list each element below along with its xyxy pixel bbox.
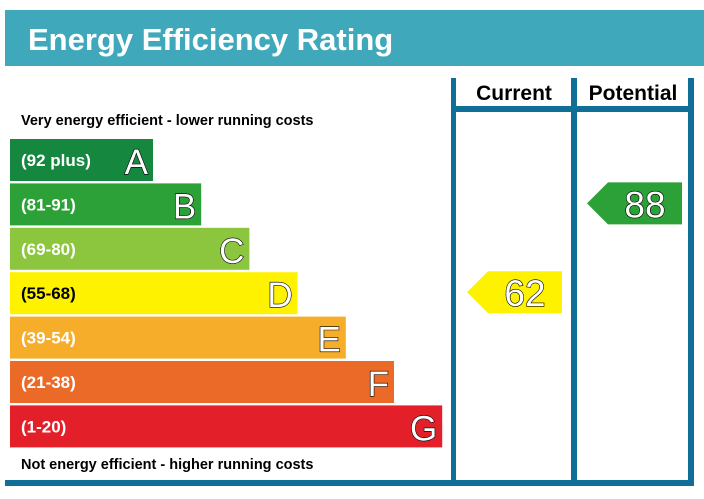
- chart-title: Energy Efficiency Rating: [28, 22, 393, 57]
- band-a: (92 plus) A: [10, 139, 153, 183]
- band-c: (69-80) C: [10, 227, 250, 271]
- band-range: (81-91): [21, 195, 76, 214]
- band-bar: [10, 361, 394, 403]
- band-letter: B: [173, 187, 196, 226]
- frame-line-right: [688, 78, 694, 482]
- band-range: (39-54): [21, 329, 76, 348]
- rating-value: 88: [624, 184, 665, 225]
- bottom-note: Not energy efficient - higher running co…: [21, 457, 313, 473]
- arrow-shape: [467, 271, 562, 314]
- band-bar: [10, 227, 250, 270]
- band-letter: F: [368, 365, 389, 404]
- band-b: (81-91) B: [10, 183, 202, 227]
- band-letter: G: [410, 409, 437, 448]
- band-d: (55-68) D: [10, 272, 298, 316]
- band-bar: [10, 183, 202, 226]
- rating-bands: (92 plus) A(81-91) B(69-80) C(55-68) D(39-54…: [10, 139, 443, 449]
- column-header-current: Current: [476, 82, 552, 105]
- title-bar: [5, 10, 704, 66]
- band-range: (21-38): [21, 373, 76, 392]
- bottom-line: [5, 480, 694, 486]
- rating-columns-frame: [5, 78, 694, 486]
- band-bar: [10, 139, 153, 181]
- header-underline: [451, 106, 694, 112]
- frame-line-middle: [571, 78, 577, 482]
- band-letter: D: [267, 276, 292, 315]
- band-letter: C: [219, 232, 244, 271]
- band-bar: [10, 316, 346, 359]
- band-e: (39-54) E: [10, 316, 346, 360]
- band-letter: A: [125, 143, 149, 182]
- band-range: (1-20): [21, 417, 66, 436]
- rating-value: 62: [504, 273, 545, 314]
- column-header-potential: Potential: [589, 82, 678, 105]
- arrow-shape: [587, 182, 682, 225]
- band-bar: [10, 272, 298, 315]
- band-range: (92 plus): [21, 151, 91, 170]
- band-range: (69-80): [21, 240, 76, 259]
- rating-arrow-potential: 88: [587, 182, 682, 226]
- band-bar: [10, 405, 443, 448]
- band-f: (21-38) F: [10, 361, 394, 405]
- top-note: Very energy efficient - lower running co…: [21, 113, 314, 129]
- rating-arrows: 62 88: [467, 182, 682, 315]
- band-range: (55-68): [21, 284, 76, 303]
- rating-arrow-current: 62: [467, 271, 562, 315]
- band-letter: E: [317, 321, 340, 360]
- frame-line-left: [451, 78, 456, 482]
- band-g: (1-20) G: [10, 405, 443, 449]
